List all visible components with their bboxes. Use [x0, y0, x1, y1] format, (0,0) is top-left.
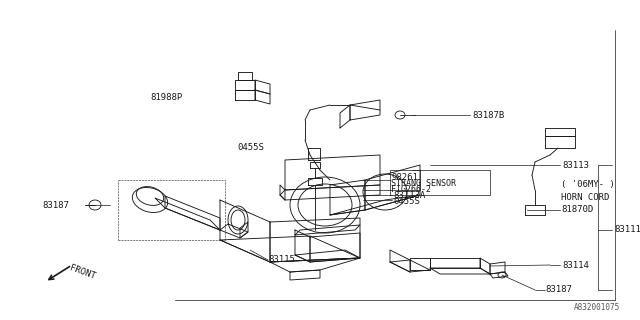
Text: FRONT: FRONT [68, 263, 97, 281]
Text: HORN CORD: HORN CORD [561, 193, 609, 202]
Text: 83115: 83115 [268, 255, 295, 265]
Text: FIG266-2: FIG266-2 [391, 186, 431, 195]
Text: ( '06MY- ): ( '06MY- ) [561, 180, 615, 189]
Text: 81870D: 81870D [561, 205, 593, 214]
Text: 83187B: 83187B [472, 110, 504, 119]
Text: STRANG SENSOR: STRANG SENSOR [391, 179, 456, 188]
Text: 83113A: 83113A [393, 190, 425, 199]
Text: 83187: 83187 [545, 285, 572, 294]
Text: 83113: 83113 [562, 161, 589, 170]
Text: 83114: 83114 [562, 260, 589, 269]
Text: 0455S: 0455S [237, 143, 264, 153]
Text: A832001075: A832001075 [573, 303, 620, 312]
Text: 98261: 98261 [391, 172, 418, 181]
Text: 83111: 83111 [614, 226, 640, 235]
Text: 83187: 83187 [42, 201, 69, 210]
Text: 81988P: 81988P [150, 92, 182, 101]
Text: 0455S: 0455S [393, 197, 420, 206]
